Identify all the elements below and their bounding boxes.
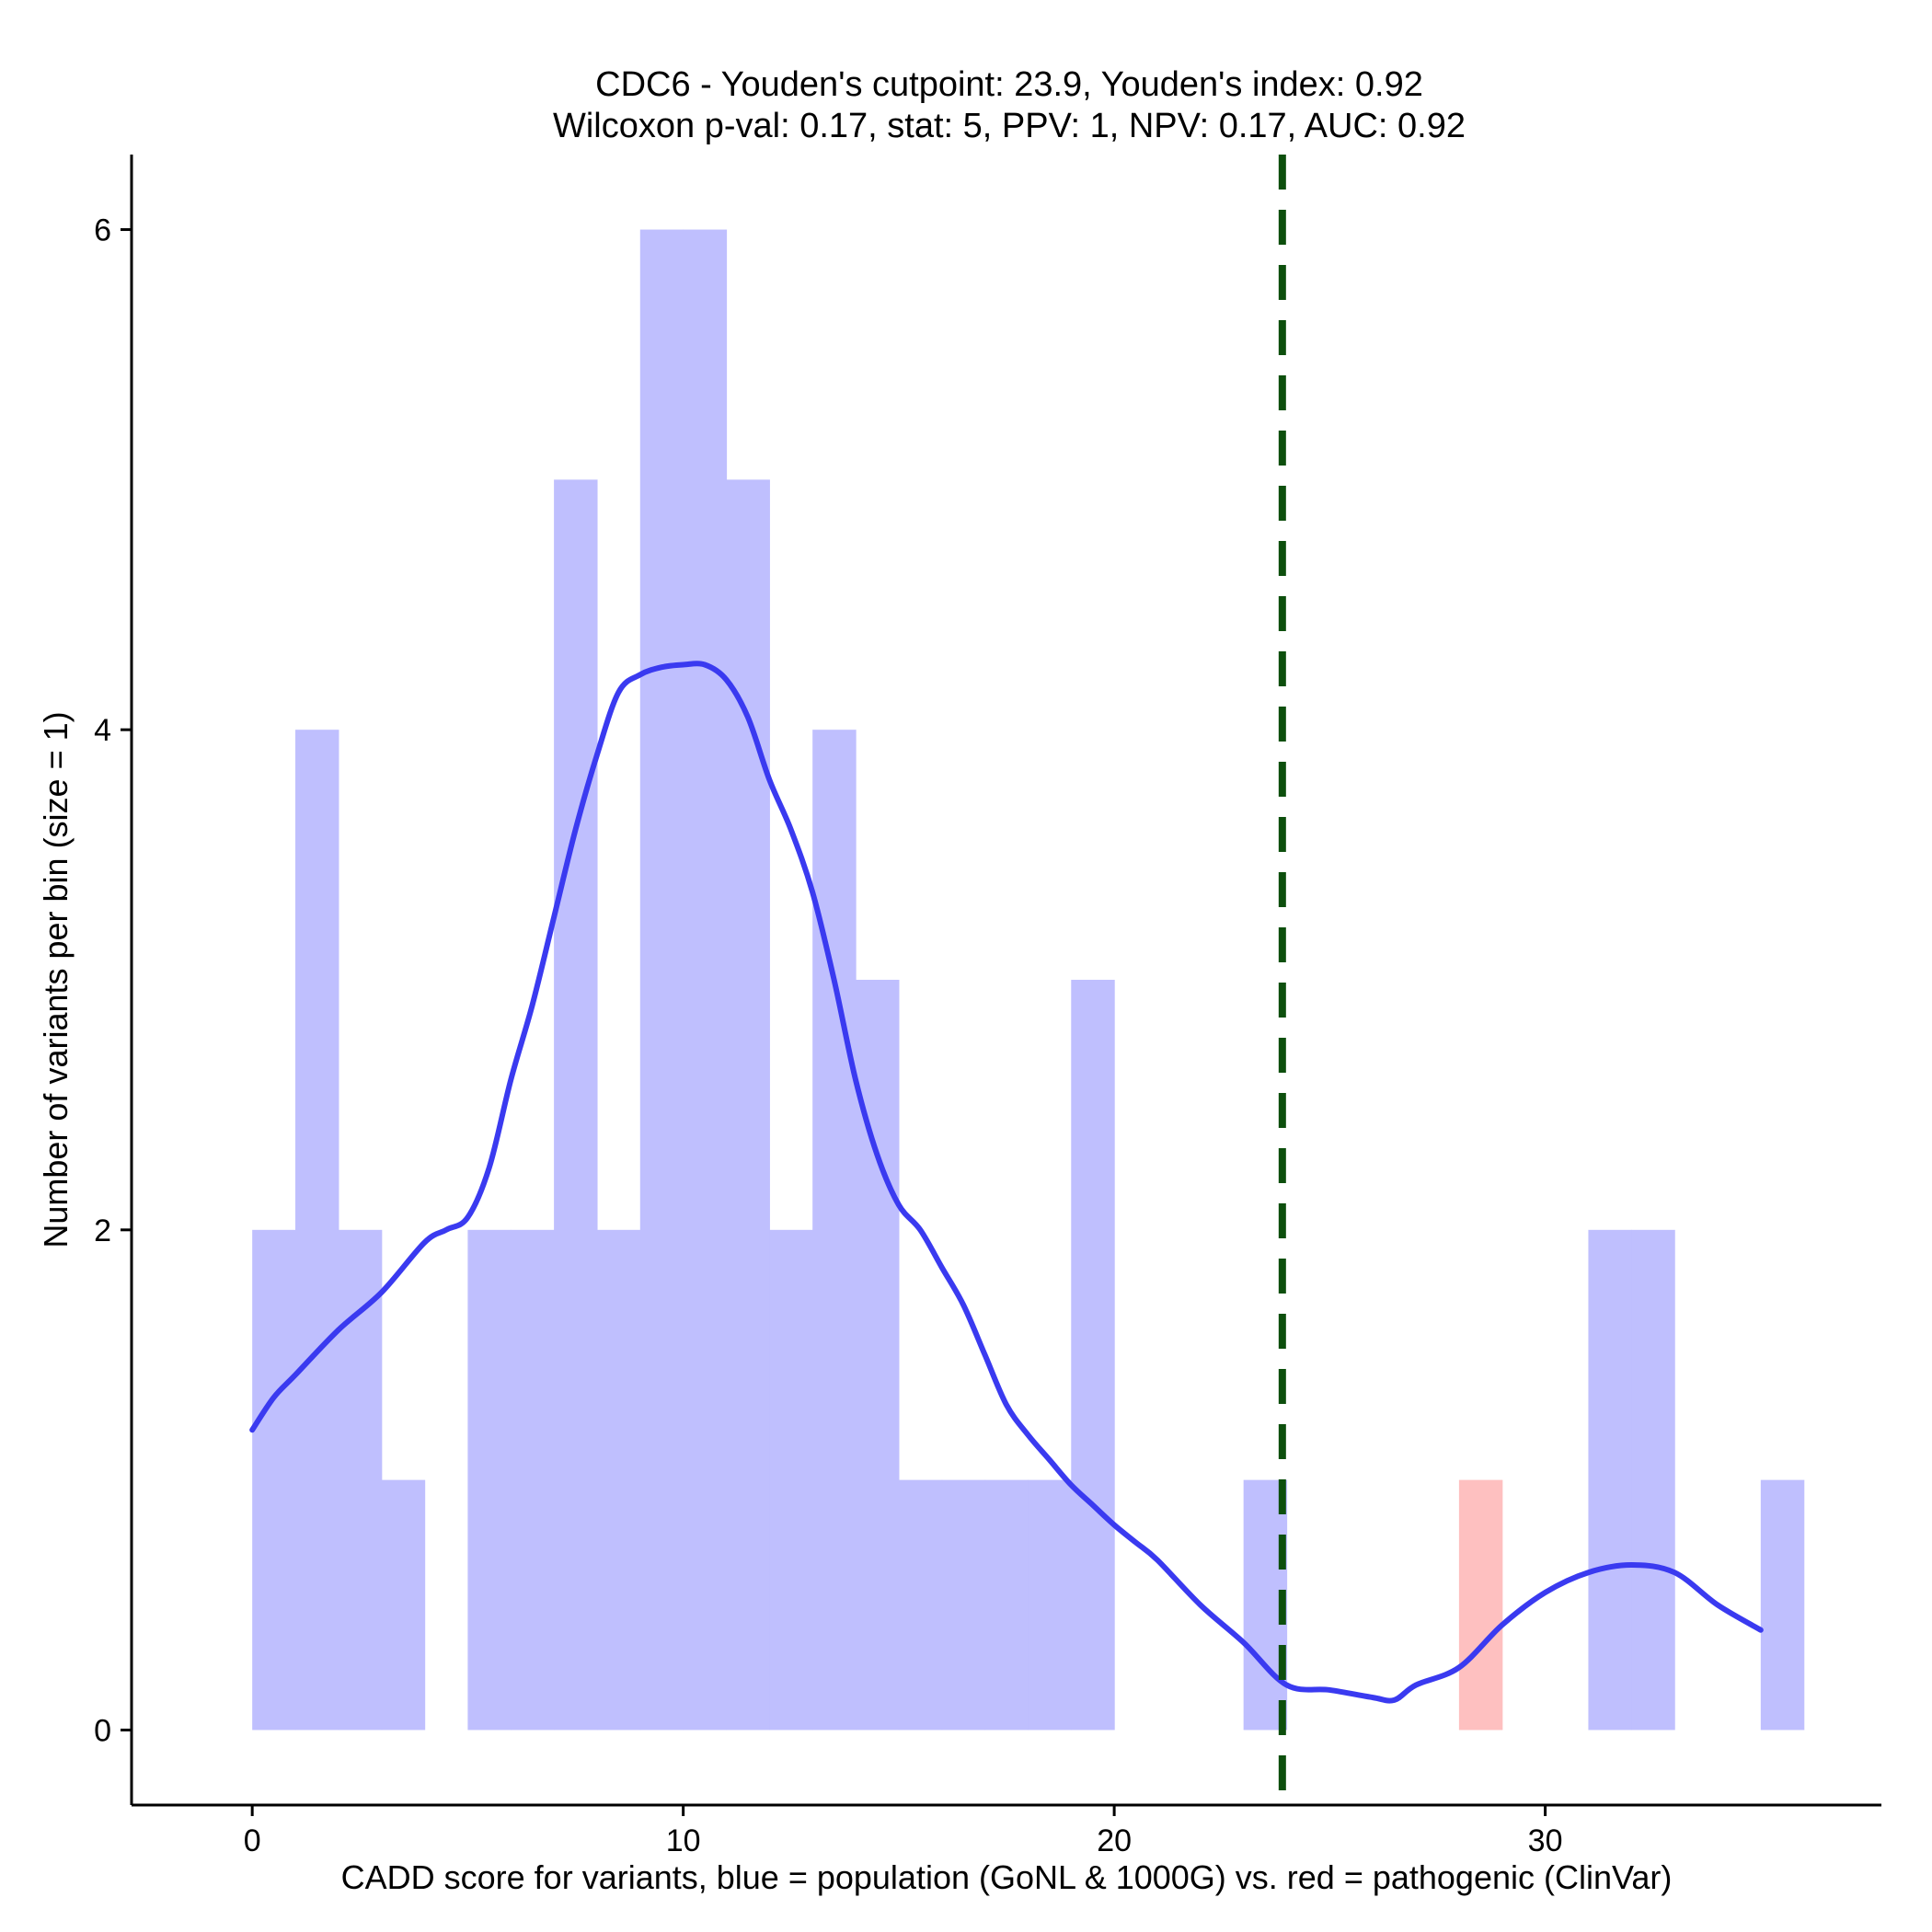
density-curve [249, 661, 1764, 1704]
histogram-bar-series-0-bin-2 [338, 1229, 383, 1731]
histogram-bar-series-0-bin-7 [554, 479, 598, 1731]
y-tick-label-6: 6 [94, 213, 111, 248]
axes [130, 155, 1881, 1807]
x-axis-title: CADD score for variants, blue = populati… [341, 1858, 1673, 1896]
histogram-bar-series-0-bin-15 [898, 1479, 943, 1731]
x-tick-label-20: 20 [1097, 1823, 1132, 1858]
chart-title: CDC6 - Youden's cutpoint: 23.9, Youden's… [595, 65, 1423, 104]
histogram-bar-series-0-bin-18 [1028, 1479, 1072, 1731]
x-tick-label-30: 30 [1528, 1823, 1563, 1858]
histogram-bar-series-0-bin-5 [467, 1229, 512, 1731]
histogram-bar-series-0-bin-31 [1588, 1229, 1632, 1731]
x-tick-label-10: 10 [666, 1823, 701, 1858]
histogram-bar-series-0-bin-8 [596, 1229, 641, 1731]
histogram-bar-series-0-bin-3 [381, 1479, 426, 1731]
histogram-bar-series-0-bin-17 [984, 1479, 1029, 1731]
y-tick-label-2: 2 [94, 1213, 111, 1248]
histogram-bar-series-1-bin-28 [1458, 1479, 1503, 1731]
chart-subtitle: Wilcoxon p-val: 0.17, stat: 5, PPV: 1, N… [553, 107, 1466, 145]
y-tick-label-4: 4 [94, 713, 111, 748]
x-tick-label-0: 0 [244, 1823, 261, 1858]
histogram-bar-series-0-bin-13 [812, 730, 857, 1731]
histogram-bar-series-0-bin-16 [941, 1479, 986, 1731]
histogram-bar-series-0-bin-0 [252, 1229, 296, 1731]
histogram-bar-series-0-bin-6 [511, 1229, 555, 1731]
y-tick-label-0: 0 [94, 1713, 111, 1748]
y-axis-title: Number of variants per bin (size = 1) [37, 711, 75, 1248]
axis-ticks: 0 10 20 30 0 2 4 6 [94, 213, 1562, 1858]
histogram-bar-series-0-bin-14 [856, 980, 900, 1731]
histogram-bar-series-0-bin-19 [1071, 980, 1115, 1731]
histogram-bars [252, 229, 1805, 1731]
histogram-bar-series-0-bin-1 [295, 730, 339, 1731]
histogram-bar-series-0-bin-12 [769, 1229, 813, 1731]
histogram-bar-series-0-bin-10 [683, 229, 728, 1731]
histogram-bar-series-0-bin-9 [639, 229, 684, 1731]
histogram-bar-series-0-bin-11 [726, 479, 770, 1731]
histogram-bar-series-0-bin-35 [1760, 1479, 1805, 1731]
histogram-bar-series-0-bin-32 [1631, 1229, 1675, 1731]
